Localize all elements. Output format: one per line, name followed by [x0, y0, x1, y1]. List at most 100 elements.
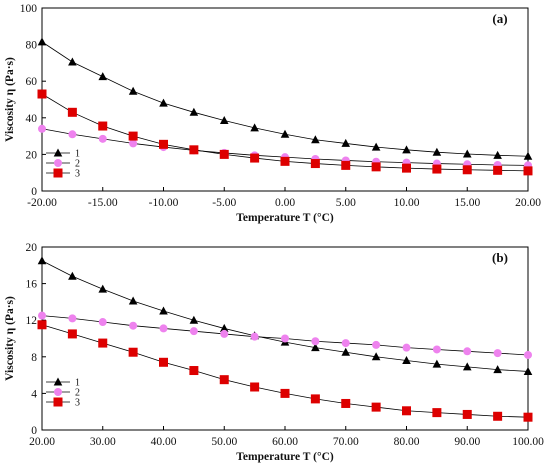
y-tick-label: 0: [31, 425, 37, 437]
data-point-1: [37, 37, 47, 46]
x-tick-label: -15.00: [88, 197, 118, 209]
data-point-3: [371, 162, 381, 172]
data-point-2: [129, 139, 138, 148]
data-point-2: [98, 318, 107, 327]
data-point-3: [462, 165, 472, 175]
legend-label: 2: [75, 388, 80, 399]
data-point-1: [311, 343, 320, 352]
panel-label: (b): [492, 250, 508, 265]
legend-marker-2: [54, 388, 62, 396]
data-point-1: [250, 123, 259, 132]
data-point-2: [493, 349, 502, 358]
data-point-3: [98, 121, 108, 131]
data-point-2: [463, 347, 472, 356]
data-point-3: [432, 408, 442, 418]
data-point-3: [523, 166, 533, 176]
y-tick-label: 16: [26, 279, 38, 291]
data-point-2: [250, 332, 259, 341]
x-tick-label: 70.00: [333, 436, 359, 448]
panel-label: (a): [492, 11, 507, 26]
data-point-3: [37, 89, 47, 99]
series-line-1: [41, 41, 529, 157]
data-point-1: [432, 147, 442, 156]
data-point-1: [37, 256, 47, 265]
data-point-3: [128, 131, 138, 141]
y-tick-label: 4: [31, 388, 37, 400]
data-point-2: [68, 130, 77, 139]
data-point-3: [310, 394, 320, 404]
data-point-3: [310, 159, 320, 169]
data-point-2: [402, 343, 411, 352]
data-point-3: [250, 382, 260, 392]
data-point-1: [402, 145, 411, 154]
data-point-3: [189, 145, 199, 155]
x-tick-label: -10.00: [149, 197, 179, 209]
data-point-2: [220, 329, 229, 338]
y-tick-label: 60: [26, 76, 38, 88]
legend-label: 3: [75, 169, 80, 180]
x-axis-label: Temperature T (°C): [236, 451, 334, 463]
data-point-1: [68, 57, 77, 66]
data-point-3: [159, 139, 168, 149]
data-point-3: [250, 153, 260, 163]
data-point-1: [159, 98, 168, 107]
data-point-1: [371, 352, 381, 361]
legend-label: 1: [75, 378, 80, 389]
y-tick-label: 20: [26, 242, 38, 254]
data-point-3: [371, 402, 381, 412]
x-tick-label: 0.00: [275, 197, 295, 209]
data-point-3: [402, 163, 411, 173]
data-point-1: [98, 72, 108, 81]
x-tick-label: -20.00: [27, 197, 57, 209]
data-point-1: [189, 315, 199, 324]
data-point-1: [189, 107, 199, 116]
data-point-2: [68, 314, 77, 323]
legend-marker-2: [54, 159, 62, 167]
data-point-3: [341, 160, 351, 170]
data-point-3: [159, 357, 168, 367]
x-tick-label: 40.00: [151, 436, 177, 448]
data-point-1: [432, 359, 442, 368]
x-tick-label: 30.00: [90, 436, 116, 448]
y-tick-label: 0: [31, 186, 37, 198]
data-point-1: [219, 323, 229, 332]
data-point-3: [219, 375, 229, 385]
series-line-1: [41, 260, 529, 372]
x-tick-label: 80.00: [394, 436, 420, 448]
data-point-3: [280, 156, 290, 166]
x-tick-label: -5.00: [212, 197, 236, 209]
y-tick-label: 8: [31, 352, 37, 364]
data-point-3: [189, 366, 199, 376]
data-point-2: [281, 334, 289, 343]
chart-panel-b: 0 4 8 12 16 20 20.00 30.00 40.00 50.00 60.00 70.00 8…: [4, 242, 544, 463]
data-point-2: [372, 340, 381, 349]
data-point-1: [341, 138, 351, 147]
data-point-3: [493, 165, 503, 175]
data-point-1: [98, 284, 108, 293]
data-point-3: [341, 398, 351, 408]
series-3: [37, 89, 533, 176]
data-point-3: [37, 320, 47, 330]
y-tick-label: 12: [26, 315, 38, 327]
legend: 123: [46, 148, 80, 180]
data-point-2: [189, 327, 198, 336]
data-point-3: [402, 406, 411, 416]
data-point-2: [341, 339, 350, 348]
series-2: [38, 311, 532, 359]
series-3: [37, 320, 533, 422]
data-point-1: [462, 362, 472, 371]
data-point-2: [38, 311, 46, 320]
data-point-1: [523, 151, 533, 160]
chart-panel-a: 0 20 40 60 80 100 -20.00 -15.00 -10.00 -5.00 0.00 5…: [4, 3, 541, 224]
x-tick-label: 20.00: [515, 197, 541, 209]
data-point-3: [432, 164, 442, 174]
data-point-2: [129, 321, 138, 330]
data-point-1: [371, 142, 381, 151]
data-point-3: [67, 107, 77, 117]
legend-label: 2: [75, 159, 80, 170]
y-tick-label: 20: [26, 149, 38, 161]
data-point-2: [98, 134, 107, 143]
x-tick-label: 5.00: [336, 197, 356, 209]
data-point-3: [98, 338, 108, 348]
